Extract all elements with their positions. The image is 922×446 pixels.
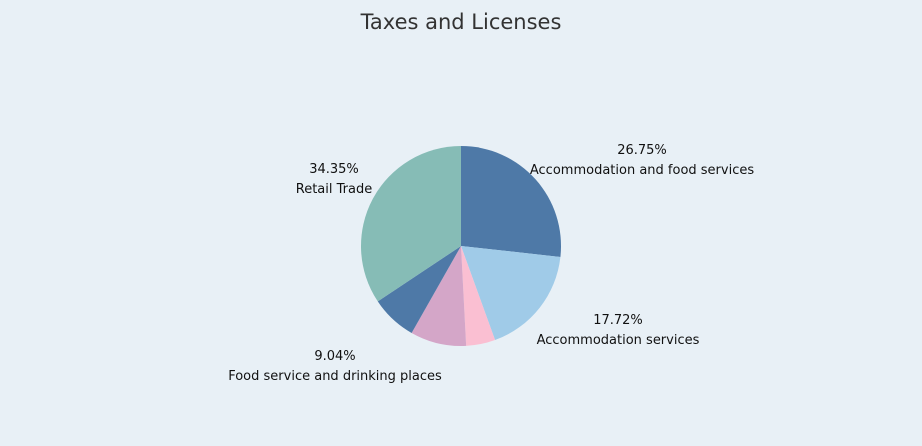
slice-percent-label: 26.75%	[617, 143, 667, 158]
pie-slice-4[interactable]	[377, 246, 461, 333]
pie-slice-5[interactable]	[361, 146, 461, 302]
pie-slice-2[interactable]	[461, 246, 496, 346]
slice-category-label: Retail Trade	[296, 182, 372, 197]
slice-category-label: Accommodation and food services	[530, 163, 754, 178]
slice-label-5: 34.35% Retail Trade	[296, 162, 372, 197]
slice-label-0: 26.75% Accommodation and food services	[530, 143, 754, 178]
pie-slice-3[interactable]	[411, 246, 467, 347]
slice-percent-label: 17.72%	[593, 313, 643, 328]
slice-category-label: Accommodation services	[537, 333, 700, 348]
slice-label-1: 17.72% Accommodation services	[537, 313, 700, 348]
pie-slice-0[interactable]	[461, 146, 562, 257]
chart-title: Taxes and Licenses	[360, 10, 562, 34]
slice-percent-label: 9.04%	[314, 349, 355, 364]
slice-category-label: Food service and drinking places	[228, 369, 442, 384]
slice-percent-label: 34.35%	[309, 162, 359, 177]
pie-slice-1[interactable]	[461, 246, 561, 341]
slice-label-3: 9.04% Food service and drinking places	[228, 349, 442, 384]
